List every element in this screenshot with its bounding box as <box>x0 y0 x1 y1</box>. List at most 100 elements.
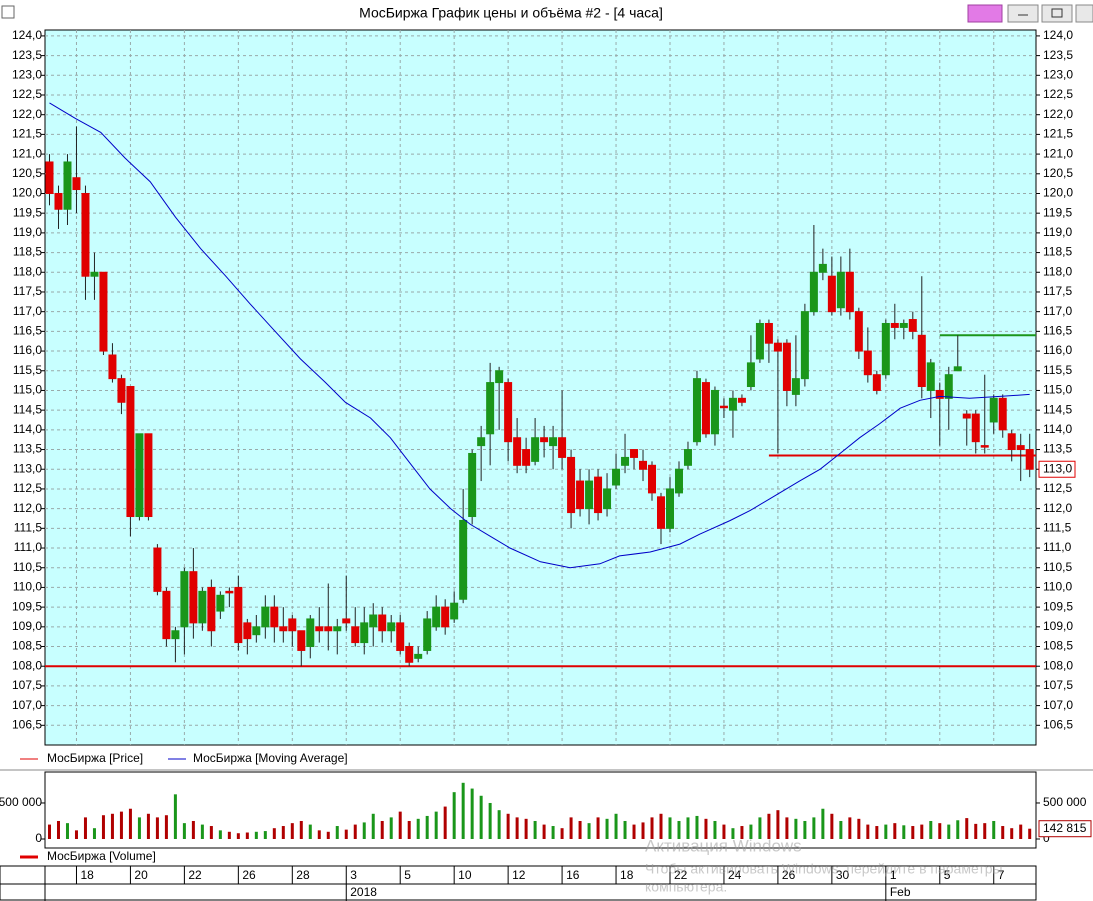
y-tick-label: 113,5 <box>13 442 42 456</box>
volume-bar <box>551 826 555 839</box>
candle-body <box>225 590 234 594</box>
moving-average-line <box>49 102 1030 569</box>
candle-body <box>171 630 180 640</box>
x-tick-label: 18 <box>620 868 634 882</box>
volume-bar <box>155 817 159 839</box>
candle-body <box>1016 445 1025 451</box>
restore-button[interactable] <box>1041 4 1073 23</box>
y-tick-label: 110,5 <box>13 560 42 574</box>
pin-button[interactable] <box>967 4 1003 23</box>
volume-bar <box>749 824 753 839</box>
candle-body <box>360 622 369 644</box>
x-tick-label: 16 <box>566 868 580 882</box>
last-price-box <box>1038 460 1076 478</box>
volume-bar <box>452 792 456 839</box>
close-button[interactable] <box>1075 4 1093 23</box>
watermark-text: Чтобы активировать Windows, перейдите в … <box>645 861 1003 877</box>
candle-body <box>567 456 576 514</box>
volume-bar <box>794 818 798 839</box>
x-tick-label: 22 <box>674 868 688 882</box>
y-tick-label: 114,0 <box>1043 422 1072 436</box>
y-tick-label: 112,5 <box>1043 481 1072 495</box>
volume-bar <box>722 824 726 839</box>
volume-bar <box>200 824 204 839</box>
y-tick-label: 123,0 <box>1043 67 1073 81</box>
volume-bar <box>731 828 735 839</box>
volume-bar <box>956 820 960 839</box>
y-tick-label: 112,0 <box>1043 501 1072 515</box>
candle-body <box>54 192 63 210</box>
candle-body <box>63 161 72 210</box>
candle-body <box>288 618 297 632</box>
y-tick-label: 121,5 <box>12 127 42 141</box>
volume-bar <box>983 823 987 839</box>
volume-bar <box>227 831 231 839</box>
candle-body <box>710 389 719 435</box>
volume-bar <box>605 818 609 839</box>
y-tick-label: 124,0 <box>12 28 42 42</box>
y-tick-label: 120,5 <box>12 166 42 180</box>
volume-bar <box>758 817 762 839</box>
candle-body <box>315 626 324 632</box>
volume-bar <box>974 823 978 839</box>
volume-bar <box>803 820 807 839</box>
y-tick-label: 120,0 <box>12 186 42 200</box>
volume-bar <box>344 829 348 839</box>
y-tick-label: 107,5 <box>12 678 42 692</box>
window-title: МосБиржа График цены и объёма #2 - [4 ча… <box>359 5 663 21</box>
volume-bar <box>659 813 663 839</box>
volume-bar <box>614 813 618 839</box>
date-axis <box>0 865 1037 901</box>
x-tick-label: 12 <box>512 868 526 882</box>
volume-bar <box>875 826 879 839</box>
volume-bar <box>587 823 591 839</box>
volume-bar <box>92 828 96 839</box>
candle-body <box>396 622 405 651</box>
candle-body <box>387 622 396 632</box>
candle-body <box>279 626 288 632</box>
candle-body <box>764 322 773 344</box>
y-tick-label: 108,5 <box>1043 639 1073 653</box>
y-tick-label: 113,0 <box>13 461 42 475</box>
candle-body <box>1007 433 1016 451</box>
candle-body <box>261 606 270 628</box>
y-tick-label: 118,5 <box>13 245 42 259</box>
candle-body <box>90 271 99 277</box>
y-tick-label: 121,5 <box>1043 127 1073 141</box>
minimize-button[interactable] <box>1007 4 1039 23</box>
y-tick-label: 115,0 <box>13 383 42 397</box>
x-tick-label: 22 <box>188 868 202 882</box>
candle-body <box>522 449 531 466</box>
volume-bar <box>893 823 897 839</box>
candle-body <box>594 476 603 514</box>
candle-body <box>135 433 144 518</box>
volume-bar <box>641 822 645 839</box>
y-tick-label: 123,5 <box>1043 48 1073 62</box>
volume-bar <box>524 818 528 839</box>
candle-body <box>746 362 755 388</box>
candle-body <box>665 488 674 529</box>
candle-body <box>962 413 971 419</box>
candle-body <box>369 614 378 628</box>
candle-body <box>252 626 261 636</box>
candle-body <box>378 614 387 632</box>
volume-bar <box>74 830 78 839</box>
candle-body <box>836 271 845 309</box>
x-tick-label: 3 <box>350 868 357 882</box>
watermark-text: компьютера. <box>645 879 727 895</box>
volume-bar <box>497 810 501 839</box>
x-tick-label: 28 <box>296 868 310 882</box>
candle-body <box>845 271 854 313</box>
volume-bar <box>119 811 123 839</box>
y-tick-label: 500 000 <box>0 795 42 809</box>
volume-bar <box>830 813 834 839</box>
candle-body <box>459 519 468 600</box>
volume-bar <box>920 824 924 839</box>
volume-bar <box>326 831 330 839</box>
volume-bar <box>272 828 276 839</box>
volume-bar <box>353 824 357 839</box>
y-tick-label: 109,5 <box>12 599 42 613</box>
candle-body <box>908 319 917 332</box>
y-tick-label: 119,5 <box>1043 205 1072 219</box>
